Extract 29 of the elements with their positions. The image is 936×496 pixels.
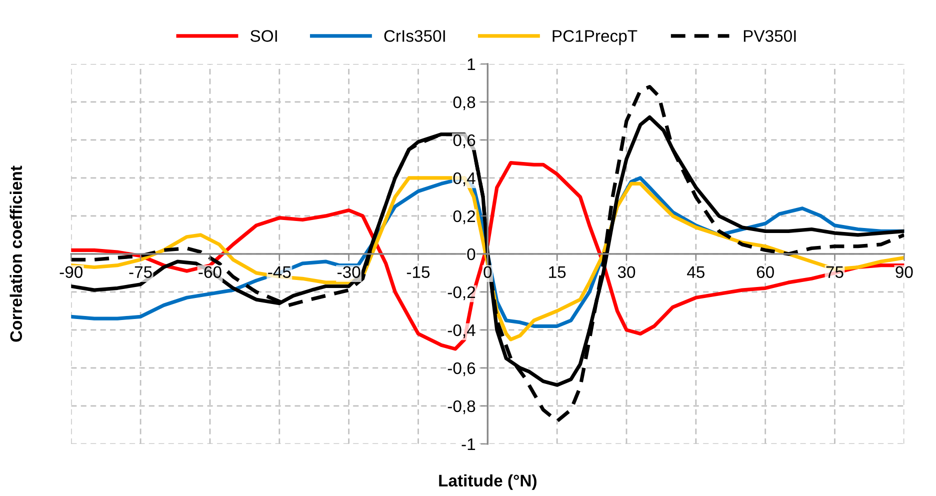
x-tick-label: 30: [618, 266, 636, 278]
y-tick-label: -0,8: [448, 400, 476, 414]
x-tick-label: -60: [198, 266, 222, 278]
legend-label: SOI: [250, 30, 277, 42]
x-tick-label: 45: [687, 266, 704, 278]
y-tick-label: 0,4: [453, 172, 476, 186]
y-tick-label: 0: [467, 248, 476, 260]
x-tick-label: 60: [756, 266, 774, 278]
y-tick-label: -0,2: [448, 286, 476, 300]
x-tick-label: -90: [60, 266, 83, 278]
x-axis-title: Latitude (°N): [439, 474, 536, 490]
x-tick-label: -75: [129, 266, 152, 278]
legend-label: PV350I: [744, 30, 796, 42]
y-tick-label: 0,2: [453, 210, 476, 224]
y-tick-label: 0,8: [453, 96, 476, 110]
y-tick-label: -0,6: [448, 362, 476, 376]
x-tick-label: -15: [406, 266, 430, 278]
x-tick-label: 0: [484, 266, 492, 278]
x-tick-label: -30: [338, 266, 360, 278]
y-tick-label: 0,6: [453, 134, 476, 148]
legend-label: CrIs350I: [384, 30, 445, 42]
y-axis-title: Correlation coefficient: [10, 166, 22, 342]
x-tick-label: 90: [896, 266, 913, 278]
legend-label: PC1PrecpT: [552, 30, 638, 46]
x-tick-label: 75: [826, 266, 844, 278]
x-tick-label: 15: [549, 266, 566, 278]
y-tick-label: 1: [468, 58, 476, 70]
y-tick-label: -0,4: [448, 324, 476, 338]
y-tick-label: -1: [462, 438, 476, 450]
